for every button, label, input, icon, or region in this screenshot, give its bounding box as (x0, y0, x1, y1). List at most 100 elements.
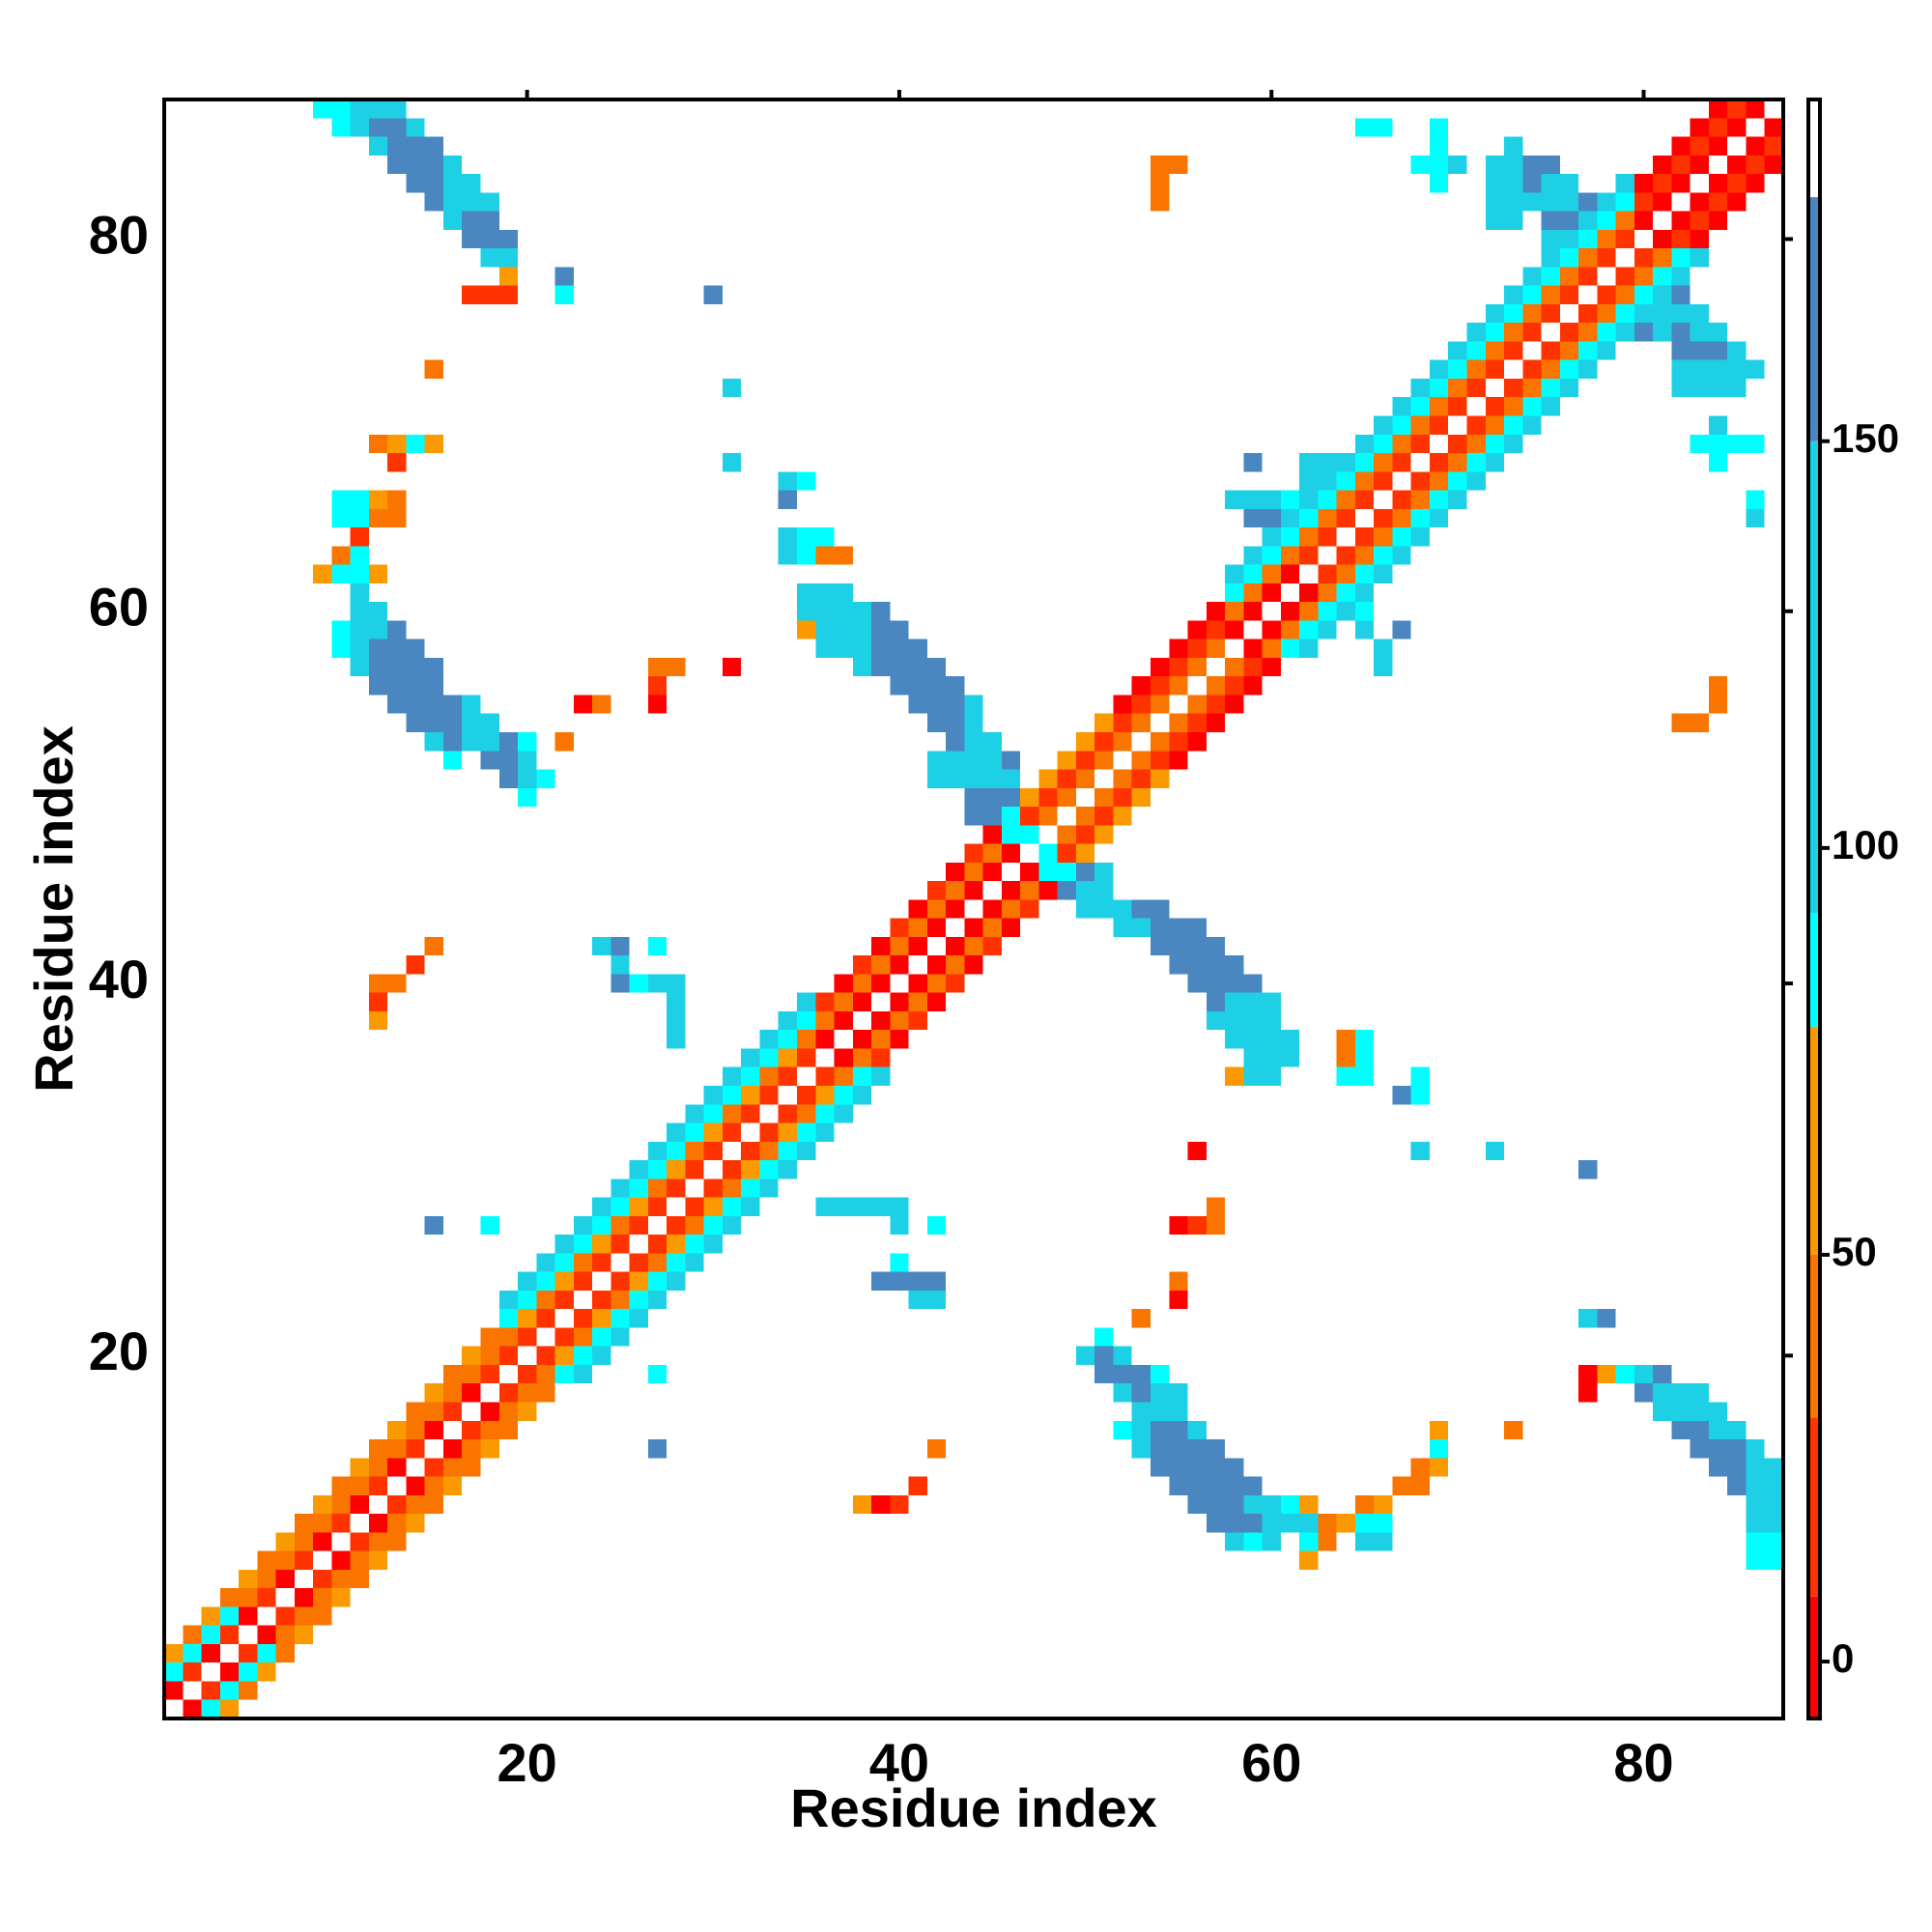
cell (554, 1364, 574, 1384)
cell (573, 1346, 593, 1365)
cell (647, 1179, 668, 1198)
cell (982, 918, 1002, 937)
cell (462, 174, 481, 193)
cell (1262, 1514, 1281, 1533)
cell (1318, 582, 1337, 603)
cell (647, 1271, 668, 1291)
cell (1429, 359, 1449, 379)
cell (275, 1625, 295, 1644)
cell (294, 1550, 314, 1570)
cell (1187, 1439, 1207, 1459)
cell (890, 955, 909, 975)
cell (815, 1086, 835, 1105)
cell (1392, 434, 1411, 454)
cell (1094, 1364, 1114, 1384)
cell (908, 974, 927, 993)
cell (1429, 508, 1449, 528)
cell (1243, 1514, 1263, 1533)
cell (442, 1458, 463, 1477)
cell (1354, 582, 1375, 603)
cell (257, 1550, 276, 1570)
cell (350, 508, 369, 528)
cell (1094, 713, 1114, 732)
cell (424, 434, 443, 454)
cell (442, 751, 463, 770)
cell (1280, 546, 1300, 565)
cell (741, 1086, 760, 1105)
cell (1597, 1364, 1616, 1384)
cell (480, 1420, 499, 1440)
cell (1151, 676, 1170, 696)
cell (592, 1197, 611, 1216)
cell (890, 620, 909, 639)
cell (1522, 174, 1542, 193)
cell (480, 1215, 499, 1236)
cell (442, 1476, 463, 1495)
cell (796, 1122, 816, 1142)
cell (1485, 155, 1505, 175)
cell (1299, 490, 1319, 509)
cell (518, 751, 537, 770)
cell (1187, 695, 1207, 714)
cell (908, 899, 927, 919)
cell (1634, 211, 1654, 230)
cell (1094, 787, 1114, 808)
cell (1746, 99, 1765, 119)
cell (1318, 602, 1337, 621)
cell (442, 731, 463, 752)
cell (759, 1086, 779, 1105)
cell (1690, 136, 1709, 156)
cell (331, 118, 351, 137)
cell (1336, 1048, 1355, 1067)
cell (1708, 1458, 1728, 1477)
cell (834, 639, 853, 658)
cell (741, 1104, 760, 1123)
cell (834, 1197, 853, 1216)
cell (1410, 527, 1430, 547)
cell (1225, 1494, 1244, 1515)
cell (1262, 564, 1281, 583)
cell (554, 1253, 574, 1272)
cell (852, 955, 872, 975)
cell (890, 1215, 909, 1236)
cell (815, 1010, 835, 1031)
cell (1020, 825, 1039, 844)
cell (480, 1439, 499, 1459)
cell (1708, 99, 1728, 119)
cell (1243, 1494, 1263, 1515)
cell (1578, 1364, 1598, 1384)
cell (554, 1327, 574, 1347)
cell (1559, 341, 1579, 360)
cell (1243, 676, 1263, 696)
cell (1466, 453, 1486, 472)
cell (275, 1550, 295, 1570)
cell (1262, 1030, 1281, 1049)
cell (1243, 1010, 1263, 1031)
cell (964, 918, 983, 937)
cell (331, 620, 351, 639)
cell (480, 1402, 499, 1421)
cell (946, 676, 965, 696)
cell (387, 1532, 407, 1551)
cell (350, 1532, 369, 1551)
cell (667, 1253, 686, 1272)
cell (1485, 1141, 1505, 1161)
cell (1206, 1458, 1226, 1477)
cell (1578, 359, 1598, 379)
cell (667, 1010, 686, 1031)
cell (1113, 769, 1132, 788)
cell (1671, 1383, 1690, 1403)
cell (1504, 341, 1523, 360)
cell (1354, 1532, 1375, 1551)
cell (1653, 303, 1672, 324)
cell (1151, 1383, 1170, 1403)
cell (368, 974, 388, 993)
cell (946, 769, 965, 788)
cell (1541, 285, 1560, 304)
cell (852, 1086, 872, 1105)
cell (592, 1327, 611, 1347)
cell (926, 974, 947, 993)
cell (424, 174, 443, 193)
cell (722, 657, 742, 677)
